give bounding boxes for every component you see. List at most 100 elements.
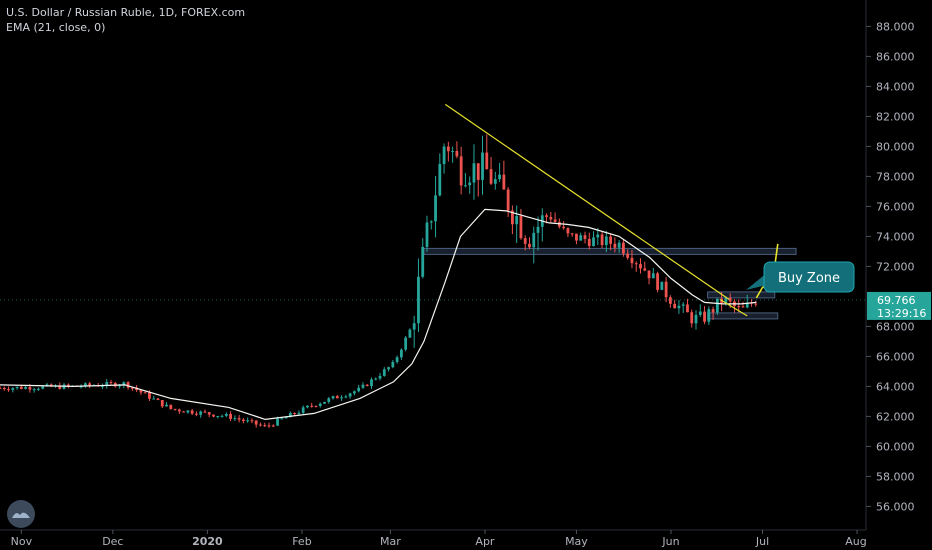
candle-body xyxy=(600,234,604,246)
candle-body xyxy=(284,417,288,419)
short-trendline[interactable] xyxy=(719,298,748,317)
candle-body xyxy=(293,412,297,414)
ema-21-line[interactable] xyxy=(0,208,757,421)
candle-body xyxy=(66,384,70,386)
candle-body xyxy=(361,384,365,388)
last-price-badge[interactable] xyxy=(867,291,931,320)
candle-body xyxy=(579,235,583,241)
descending-trendline[interactable] xyxy=(444,103,730,300)
candle-body xyxy=(177,409,181,412)
candle-body xyxy=(511,210,514,225)
candle-body xyxy=(357,387,361,392)
candle-body xyxy=(378,375,382,379)
price-tick-label: 60.000 xyxy=(876,440,915,453)
candle-body xyxy=(335,396,339,399)
candle-body xyxy=(237,418,241,420)
price-tick-label: 62.000 xyxy=(876,410,915,423)
candle-body xyxy=(434,195,437,222)
candle-body xyxy=(182,411,186,413)
candle-body xyxy=(19,386,23,389)
candle-body xyxy=(130,387,134,389)
horizontal-zone-1[interactable] xyxy=(423,247,797,255)
candle-body xyxy=(143,392,147,394)
candle-body xyxy=(609,236,613,244)
candle-body xyxy=(421,246,425,277)
last-price-countdown: 13:29:16 xyxy=(877,307,926,320)
candle-body xyxy=(737,306,741,308)
candle-body xyxy=(220,415,224,417)
price-tick-label: 88.000 xyxy=(876,20,915,33)
candle-body xyxy=(37,388,40,390)
price-tick-label: 82.000 xyxy=(876,110,915,123)
candle-body xyxy=(528,243,531,248)
candle-body xyxy=(391,361,395,368)
candle-body xyxy=(395,357,399,362)
time-tick-label: Nov xyxy=(11,535,33,548)
candle-body xyxy=(169,404,173,409)
candle-body xyxy=(664,281,668,298)
candle-body xyxy=(229,413,232,419)
tradingview-logo-icon[interactable] xyxy=(7,500,35,528)
candle-body xyxy=(212,414,215,417)
candle-body xyxy=(690,312,694,324)
candle-body xyxy=(485,152,489,170)
last-price-value: 69.766 xyxy=(877,294,916,307)
candle-body xyxy=(79,386,83,388)
candle-body xyxy=(139,390,143,393)
price-tick-label: 68.000 xyxy=(876,320,915,333)
candle-body xyxy=(2,387,6,390)
price-tick-label: 66.000 xyxy=(876,350,915,363)
candle-body xyxy=(327,398,331,402)
ema-indicator-label[interactable]: EMA (21, close, 0) xyxy=(6,21,106,34)
candle-body xyxy=(190,410,194,414)
price-tick-label: 58.000 xyxy=(876,470,915,483)
price-tick-label: 72.000 xyxy=(876,260,915,273)
time-tick-label: Mar xyxy=(380,535,401,548)
candle-body xyxy=(199,411,203,415)
candle-body xyxy=(280,418,284,420)
candle-body xyxy=(233,418,237,420)
candle-body xyxy=(724,297,728,304)
candle-body xyxy=(24,387,28,389)
candle-body xyxy=(506,189,510,211)
candle-body xyxy=(438,164,442,196)
time-tick-label: Jun xyxy=(661,535,679,548)
candle-body xyxy=(45,384,49,387)
candle-body xyxy=(250,420,254,422)
candle-body xyxy=(622,242,625,254)
candle-body xyxy=(32,389,36,391)
candle-body xyxy=(408,329,412,338)
candle-body xyxy=(323,401,326,404)
candle-body xyxy=(502,174,506,190)
candle-body xyxy=(575,233,578,241)
candle-body xyxy=(455,151,459,157)
candle-body xyxy=(203,411,207,413)
buy-zone-annotation[interactable]: Buy Zone xyxy=(746,261,855,293)
chart-legend: U.S. Dollar / Russian Ruble, 1D, FOREX.c… xyxy=(6,5,245,35)
candle-body xyxy=(263,425,267,427)
candle-body xyxy=(694,314,698,324)
horizontal-zone-2[interactable] xyxy=(707,291,776,299)
candle-body xyxy=(656,273,659,290)
candle-body xyxy=(276,418,279,426)
candle-body xyxy=(165,404,168,407)
buy-zone-callout-box[interactable] xyxy=(763,261,855,293)
candle-body xyxy=(160,400,164,407)
time-tick-label: May xyxy=(565,535,588,548)
candle-body xyxy=(472,163,476,183)
price-tick-label: 74.000 xyxy=(876,230,915,243)
candle-body xyxy=(715,298,719,313)
candle-body xyxy=(549,216,553,220)
candle-body xyxy=(387,367,390,370)
candle-body xyxy=(587,238,591,247)
horizontal-zones xyxy=(423,247,797,320)
candle-body xyxy=(668,297,672,304)
candle-body xyxy=(412,323,416,330)
symbol-title[interactable]: U.S. Dollar / Russian Ruble, 1D, FOREX.c… xyxy=(6,6,246,19)
candle-body xyxy=(0,387,2,389)
candle-body xyxy=(596,234,600,238)
candle-body xyxy=(459,156,463,186)
candle-body xyxy=(41,386,45,389)
